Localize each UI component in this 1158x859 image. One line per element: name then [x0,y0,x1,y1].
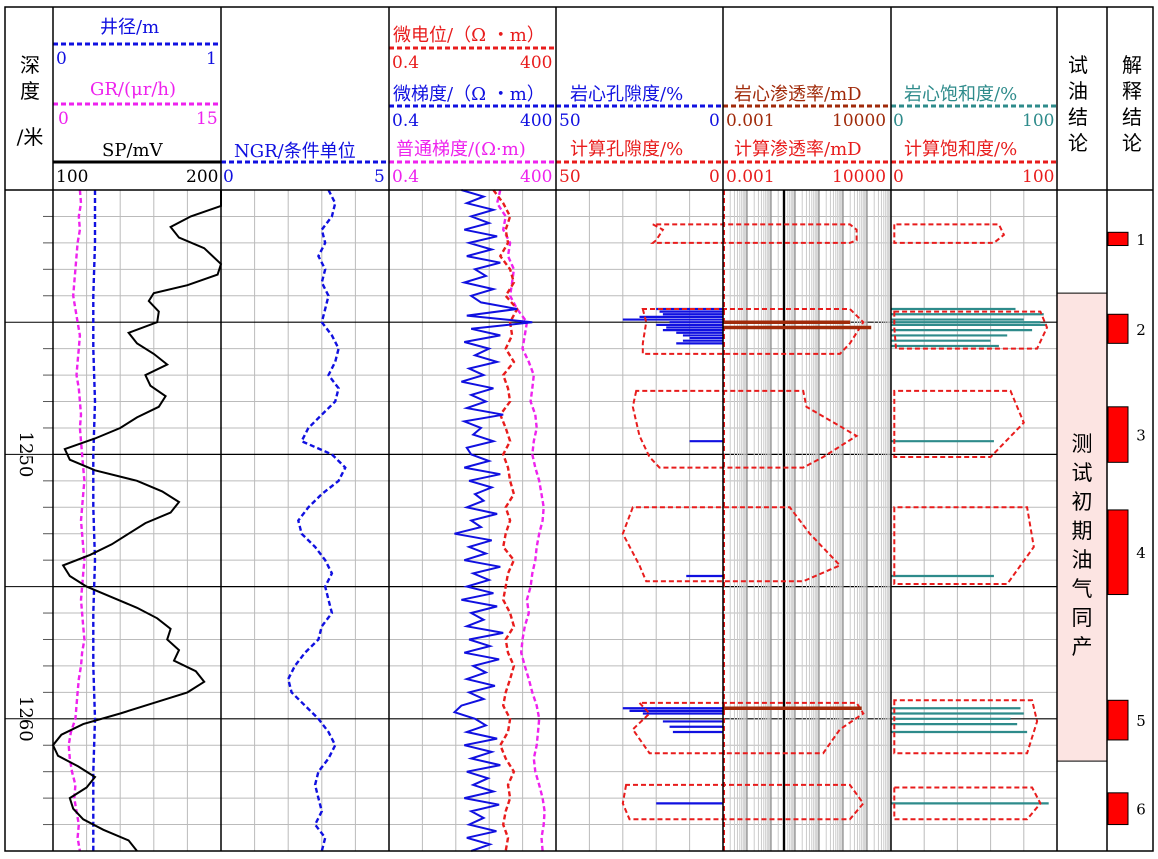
calc-porosity-zone [650,223,858,244]
oil-test-zone [1056,292,1108,762]
calc-porosity-zone [641,308,865,355]
interp-zone-label: 3 [1136,427,1146,445]
oil-test-result: 测试初期油气同产 [1071,432,1093,659]
micro-gradient-max: 400 [520,111,553,131]
depth-tick-label: 1250 [15,431,36,477]
core-porosity-min: 50 [559,111,581,131]
interp-zone-5 [1107,699,1129,741]
calc-porosity-zone [631,389,859,469]
sp-max: 200 [186,167,219,187]
calc-porosity-zone [621,783,865,821]
gr-name: GR/(μr/h) [90,79,177,100]
core-sat-name: 岩心饱和度/% [904,84,1018,105]
sp-curve [51,190,223,852]
interp-zone-6 [1107,792,1129,826]
interp-zone-label: 6 [1136,801,1146,819]
normal-gradient-name: 普通梯度/(Ω·m) [396,139,526,160]
calc-porosity-min: 50 [559,167,581,187]
micro-potential-name: 微电位/（Ω ・m） [393,25,545,46]
depth-label-1: 深 [20,53,40,77]
interp-zone-label: 1 [1136,231,1146,249]
calc-sat-max: 100 [1022,167,1055,187]
core-porosity-name: 岩心孔隙度/% [570,84,684,105]
interp-zone-2 [1107,313,1129,344]
ngr-max: 5 [374,167,385,187]
caliper-name: 井径/m [100,17,160,38]
depth-label-2: 度 [20,79,40,103]
chart-frame [4,6,1154,852]
sp-min: 100 [56,167,89,187]
ngr-name: NGR/条件单位 [234,141,356,162]
normal-gradient-min: 0.4 [392,167,420,187]
core-porosity-max: 0 [709,111,720,131]
calc-porosity-max: 0 [709,167,720,187]
core-sat-max: 100 [1022,111,1055,131]
calc-porosity-zone [621,506,842,583]
calc-porosity-zone [631,701,865,755]
oil-test-header: 试油结论 [1068,53,1088,155]
ngr-curve [286,189,347,852]
core-perm-min: 0.001 [726,111,775,131]
calc-perm-name: 计算渗透率/mD [734,139,862,160]
micro-gradient-curve [452,189,533,852]
core-perm-max: 10000 [832,111,887,131]
normal-gradient-curve [495,189,546,852]
calc-perm-max: 10000 [832,167,887,187]
calc-sat-zone [893,506,1035,585]
calc-sat-name: 计算饱和度/% [904,139,1018,160]
calc-sat-zone [893,310,1049,350]
depth-label-3: /米 [16,125,44,149]
micro-gradient-min: 0.4 [392,111,420,131]
caliper-min: 0 [56,49,67,69]
interp-zone-1 [1107,231,1129,247]
caliper-curve [92,190,97,851]
calc-perm-min: 0.001 [726,167,775,187]
interp-zone-3 [1107,406,1129,463]
ngr-min: 0 [223,167,234,187]
calc-sat-zone [893,786,1042,821]
interp-zone-4 [1107,509,1129,596]
interp-zone-label: 2 [1136,321,1146,339]
micro-potential-min: 0.4 [392,53,420,73]
normal-gradient-max: 400 [520,167,553,187]
caliper-max: 1 [206,49,217,69]
gr-max: 15 [196,109,218,129]
gr-min: 0 [58,109,69,129]
core-sat-min: 0 [893,111,904,131]
sp-name: SP/mV [102,140,163,161]
core-perm-name: 岩心渗透率/mD [734,84,862,105]
calc-porosity-name: 计算孔隙度/% [570,139,684,160]
calc-sat-min: 0 [893,167,904,187]
micro-potential-curve [492,189,519,852]
interp-zone-label: 5 [1136,712,1146,730]
calc-sat-zone [893,389,1025,458]
micro-gradient-name: 微梯度/（Ω ・m） [393,84,545,105]
interp-header: 解释结论 [1122,53,1142,155]
interp-zone-label: 4 [1136,544,1146,562]
calc-sat-zone [893,223,1006,244]
gr-curve [67,189,86,852]
calc-sat-zone [893,699,1039,755]
depth-tick-label: 1260 [15,696,36,742]
micro-potential-max: 400 [520,53,553,73]
